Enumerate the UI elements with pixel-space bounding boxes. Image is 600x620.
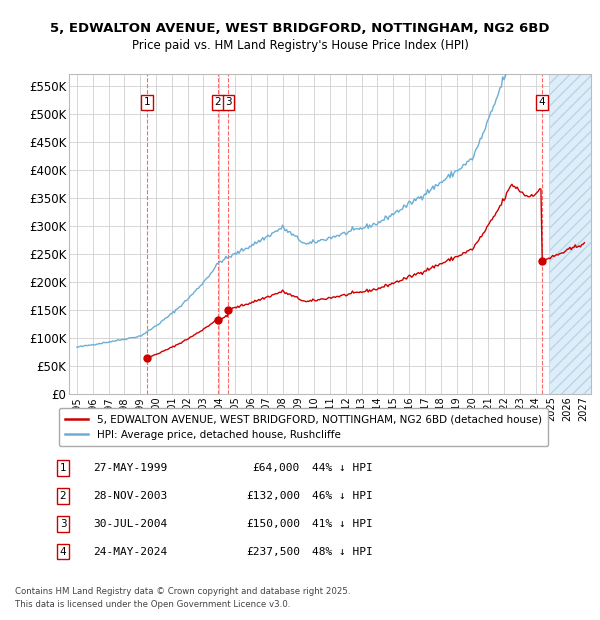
Text: This data is licensed under the Open Government Licence v3.0.: This data is licensed under the Open Gov…: [15, 600, 290, 609]
Text: 27-MAY-1999: 27-MAY-1999: [93, 463, 167, 473]
Text: 5, EDWALTON AVENUE, WEST BRIDGFORD, NOTTINGHAM, NG2 6BD: 5, EDWALTON AVENUE, WEST BRIDGFORD, NOTT…: [50, 22, 550, 35]
Text: 28-NOV-2003: 28-NOV-2003: [93, 491, 167, 501]
Text: 4: 4: [59, 547, 67, 557]
Text: 4: 4: [538, 97, 545, 107]
Text: £132,000: £132,000: [246, 491, 300, 501]
Text: £150,000: £150,000: [246, 519, 300, 529]
Text: 1: 1: [143, 97, 150, 107]
Text: 30-JUL-2004: 30-JUL-2004: [93, 519, 167, 529]
Text: 2: 2: [215, 97, 221, 107]
Text: Contains HM Land Registry data © Crown copyright and database right 2025.: Contains HM Land Registry data © Crown c…: [15, 587, 350, 596]
Text: 1: 1: [59, 463, 67, 473]
Text: £237,500: £237,500: [246, 547, 300, 557]
Legend: 5, EDWALTON AVENUE, WEST BRIDGFORD, NOTTINGHAM, NG2 6BD (detached house), HPI: A: 5, EDWALTON AVENUE, WEST BRIDGFORD, NOTT…: [59, 408, 548, 446]
Text: Price paid vs. HM Land Registry's House Price Index (HPI): Price paid vs. HM Land Registry's House …: [131, 39, 469, 52]
Text: 2: 2: [59, 491, 67, 501]
Text: 3: 3: [59, 519, 67, 529]
Text: 48% ↓ HPI: 48% ↓ HPI: [312, 547, 373, 557]
Text: £64,000: £64,000: [253, 463, 300, 473]
Text: 24-MAY-2024: 24-MAY-2024: [93, 547, 167, 557]
Text: 46% ↓ HPI: 46% ↓ HPI: [312, 491, 373, 501]
Text: 41% ↓ HPI: 41% ↓ HPI: [312, 519, 373, 529]
Text: 44% ↓ HPI: 44% ↓ HPI: [312, 463, 373, 473]
Text: 3: 3: [225, 97, 232, 107]
